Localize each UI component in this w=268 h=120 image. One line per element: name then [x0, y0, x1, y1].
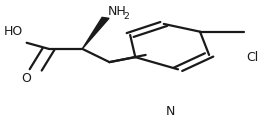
Text: Cl: Cl — [247, 51, 259, 64]
Text: NH: NH — [108, 5, 127, 18]
Text: O: O — [21, 72, 31, 85]
Text: HO: HO — [3, 25, 23, 38]
Text: N: N — [166, 105, 175, 118]
Polygon shape — [82, 17, 109, 49]
Text: 2: 2 — [123, 12, 129, 21]
